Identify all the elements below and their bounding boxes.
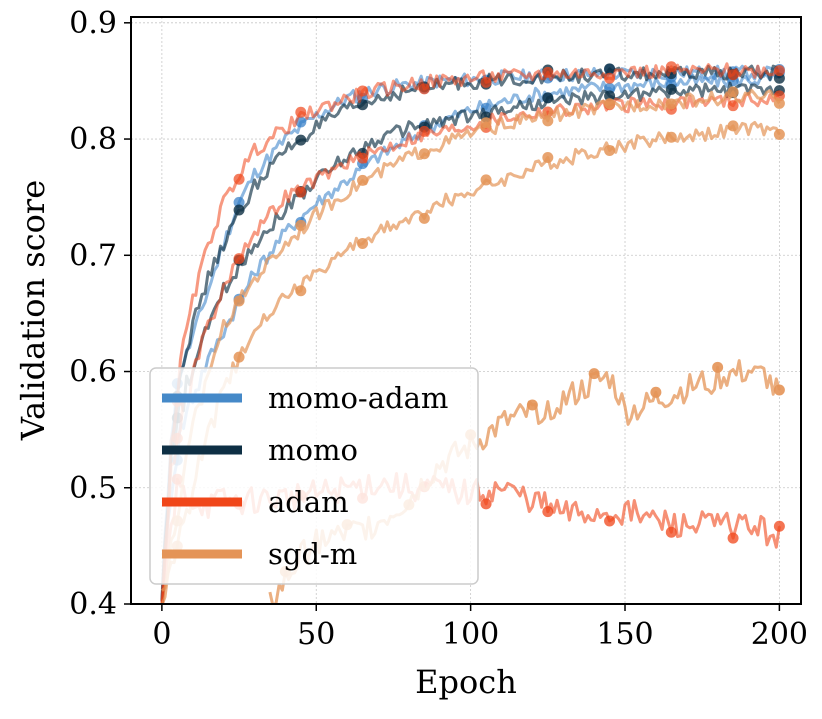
series-marker-momo [665,83,677,95]
series-marker-sgd-m [773,384,785,396]
series-marker-adam [773,65,785,77]
series-marker-adam [604,72,616,84]
series-marker-momo [233,204,245,216]
series-marker-adam [542,506,554,518]
y-tick-label: 0.7 [69,238,117,273]
series-marker-adam [295,106,307,118]
legend-label-momo: momo [268,433,358,467]
x-axis-label: Epoch [415,663,517,701]
series-marker-adam [233,253,245,265]
series-marker-sgd-m [773,128,785,140]
series-marker-sgd-m [665,98,677,110]
series-marker-adam [727,69,739,81]
series-marker-adam [604,515,616,527]
legend-label-adam: adam [268,485,349,519]
series-marker-sgd-m [650,386,662,398]
legend: momo-adam momo adam sgd-m [149,367,479,585]
series-marker-momo [604,63,616,75]
legend-label-momo-adam: momo-adam [268,381,448,415]
series-marker-sgd-m [357,174,369,186]
y-tick-label: 0.6 [69,355,117,390]
ticks: 0 50 100 150 200 0.4 0.5 0.6 0.7 0.8 0.9 [69,6,808,652]
series-marker-adam [357,85,369,97]
legend-box [149,367,479,585]
series-layer [160,61,785,604]
series-marker-sgd-m [712,361,724,373]
series-marker-sgd-m [480,117,492,129]
series-marker-sgd-m [542,152,554,164]
series-marker-sgd-m [295,285,307,297]
y-axis-label: Validation score [14,180,52,441]
series-line-sgd-m [160,120,781,604]
series-marker-adam [480,498,492,510]
series-marker-adam [480,76,492,88]
y-tick-label: 0.8 [69,122,117,157]
series-marker-sgd-m [665,131,677,143]
series-marker-momo-adam [233,196,245,208]
x-tick-label: 0 [152,617,171,652]
series-marker-adam [418,83,430,95]
series-marker-sgd-m [233,351,245,363]
series-marker-sgd-m [727,120,739,132]
series-marker-sgd-m [526,399,538,411]
series-marker-adam [233,173,245,185]
y-tick-label: 0.9 [69,6,117,41]
series-marker-sgd-m [604,145,616,157]
series-marker-adam [727,100,739,112]
series-marker-sgd-m [418,148,430,160]
series-marker-sgd-m [773,97,785,109]
series-marker-momo [542,92,554,104]
series-marker-sgd-m [233,295,245,307]
series-marker-adam [295,186,307,198]
series-marker-sgd-m [588,368,600,380]
series-marker-momo [604,90,616,102]
plot-frame [130,16,802,605]
x-tick-label: 50 [297,617,335,652]
x-tick-label: 100 [442,617,499,652]
series-marker-adam [665,526,677,538]
y-tick-label: 0.4 [69,587,117,622]
series-marker-sgd-m [604,98,616,110]
legend-label-sgd-m: sgd-m [268,537,357,571]
series-line-sgd-m [160,88,781,592]
x-tick-label: 200 [751,617,808,652]
series-marker-sgd-m [357,238,369,250]
series-marker-sgd-m [480,174,492,186]
series-line-momo [160,81,781,604]
series-marker-adam [542,66,554,78]
series-marker-adam [665,61,677,73]
series-marker-adam [773,520,785,532]
series-marker-adam [727,532,739,544]
series-marker-momo [773,72,785,84]
series-marker-sgd-m [418,212,430,224]
y-tick-label: 0.5 [69,471,117,506]
series-marker-momo [295,134,307,146]
series-marker-sgd-m [295,219,307,231]
series-marker-adam [418,125,430,137]
axes [130,16,802,605]
series-marker-sgd-m [542,115,554,127]
x-tick-label: 150 [596,617,653,652]
series-marker-adam [357,152,369,164]
series-marker-sgd-m [727,86,739,98]
